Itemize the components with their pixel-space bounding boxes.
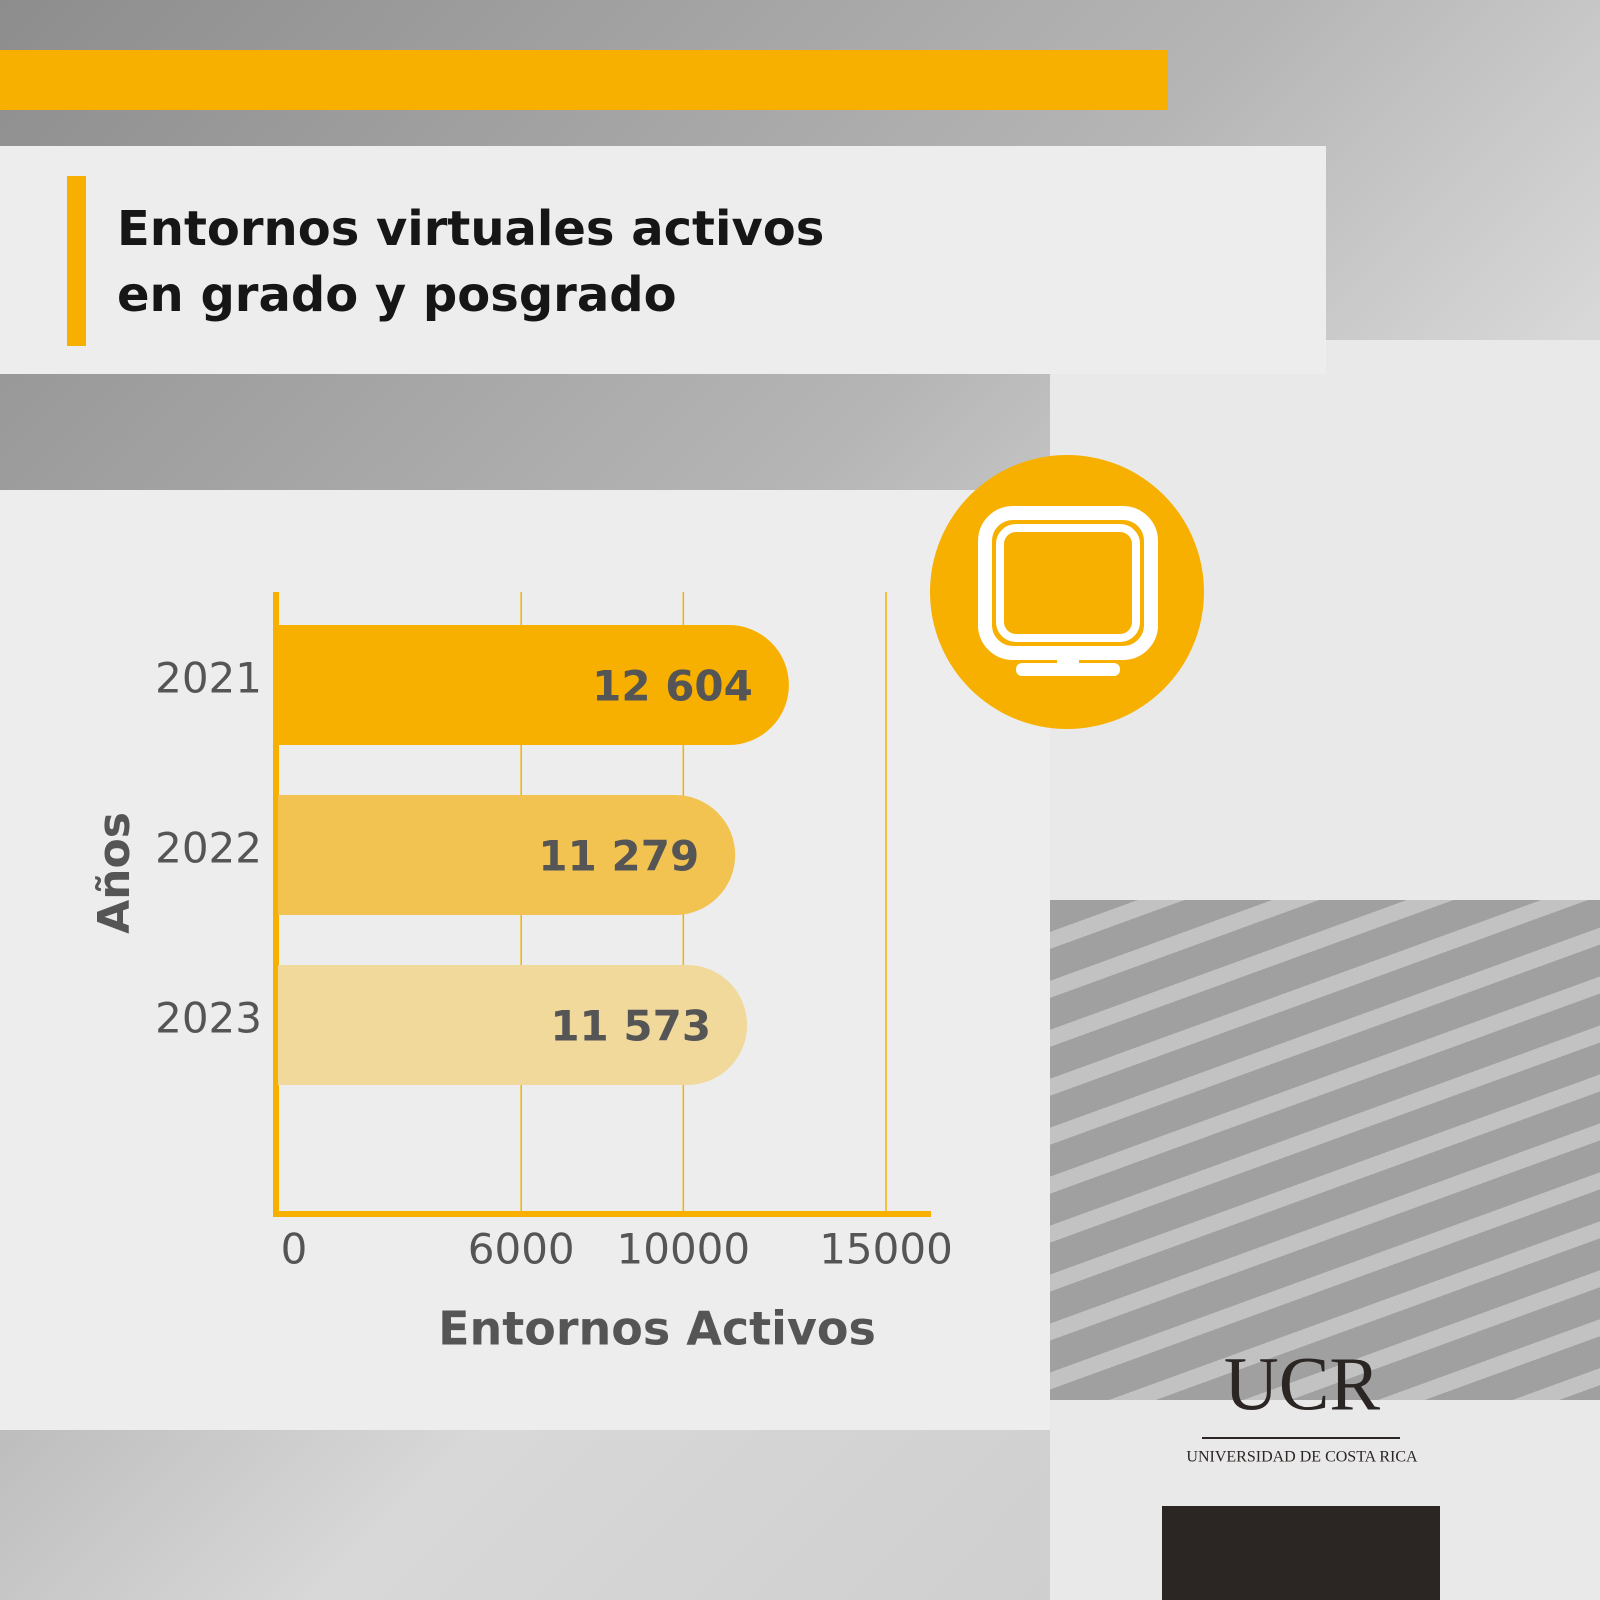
y-tick-label: 2022 xyxy=(155,824,262,873)
x-axis-label: Entornos Activos xyxy=(438,1302,876,1356)
value-label: 11 279 xyxy=(538,832,699,881)
y-tick-label: 2023 xyxy=(155,994,262,1043)
value-label: 12 604 xyxy=(592,662,753,711)
chart-title: Entornos virtuales activos en grado y po… xyxy=(117,201,825,323)
y-axis-label: Años xyxy=(89,812,140,934)
value-label: 11 573 xyxy=(550,1002,711,1051)
monitor-screen xyxy=(996,524,1140,642)
top-band xyxy=(0,50,1168,110)
bar xyxy=(278,625,789,745)
title-accent xyxy=(67,176,86,346)
x-tick-label: 0 xyxy=(281,1225,308,1274)
bar xyxy=(278,965,748,1085)
monitor-neck xyxy=(1057,653,1079,665)
x-tick-label: 6000 xyxy=(468,1225,575,1274)
monitor-base xyxy=(1016,663,1120,676)
footer-block xyxy=(1162,1506,1440,1600)
title-panel xyxy=(0,146,1326,374)
x-tick-label: 10000 xyxy=(617,1225,751,1274)
icon-circle xyxy=(930,455,1204,729)
y-tick-label: 2021 xyxy=(155,654,262,703)
logo-subtitle: UNIVERSIDAD DE COSTA RICA xyxy=(1186,1449,1418,1466)
keyboard xyxy=(1050,900,1600,1400)
bar xyxy=(278,795,736,915)
x-tick-label: 15000 xyxy=(819,1225,953,1274)
logo-name: UCR xyxy=(1224,1342,1381,1426)
